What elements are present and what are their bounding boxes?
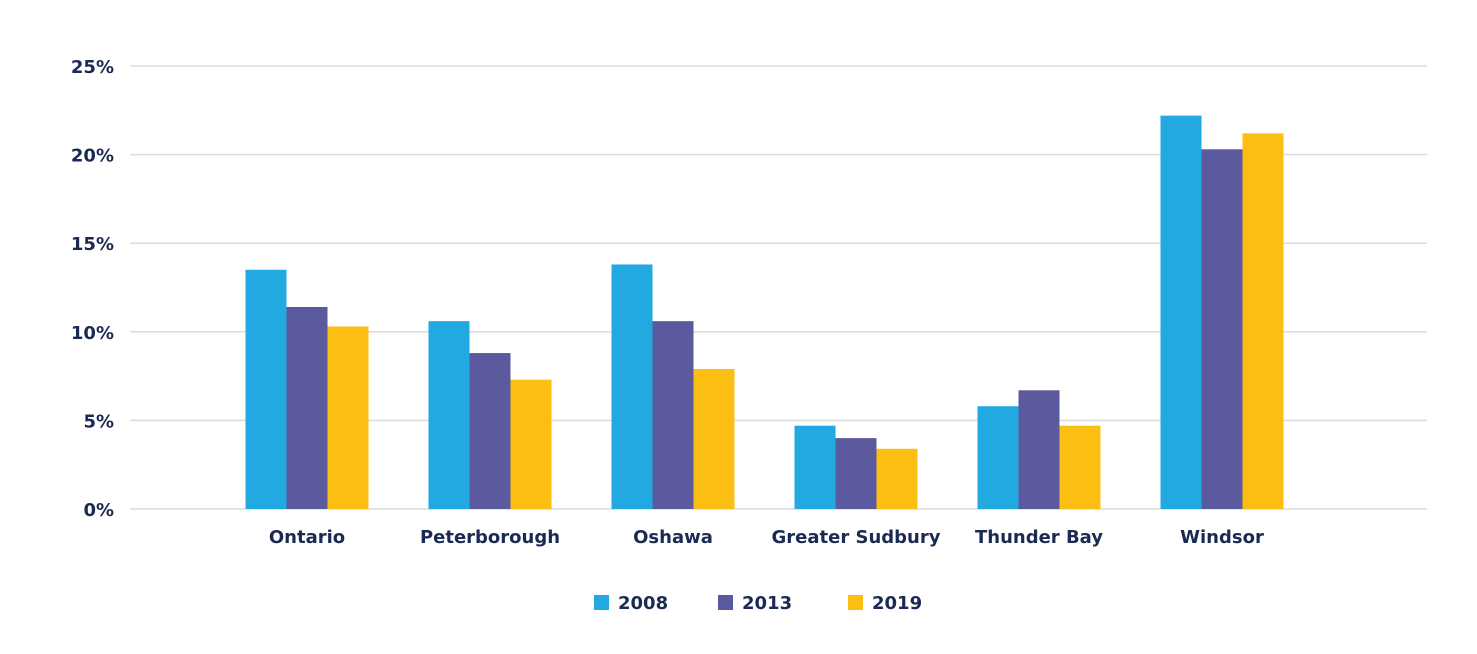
bar-group-ontario [245, 269, 369, 509]
bar-2008 [245, 269, 287, 509]
legend-swatch [848, 595, 863, 610]
bar-group-peterborough [428, 321, 552, 509]
bar-group-windsor [1160, 115, 1284, 509]
bars [245, 115, 1284, 509]
legend-swatch [594, 595, 609, 610]
legend-item-2008: 2008 [594, 593, 668, 614]
bar-2013 [1018, 390, 1060, 509]
legend-swatch [718, 595, 733, 610]
bar-2008 [428, 321, 470, 509]
legend: 2008 2013 2019 [594, 593, 922, 614]
bar-2019 [327, 326, 369, 509]
bar-group-thunder-bay [977, 390, 1101, 509]
bar-2013 [286, 306, 328, 509]
bar-2013 [652, 321, 694, 509]
bar-2013 [835, 438, 877, 509]
legend-label: 2019 [872, 593, 922, 614]
legend-label: 2008 [618, 593, 668, 614]
bar-2008 [611, 264, 653, 509]
legend-item-2019: 2019 [848, 593, 922, 614]
y-tick-label: 0% [83, 500, 114, 521]
bar-group-oshawa [611, 264, 735, 509]
bar-2019 [693, 369, 735, 509]
x-tick-label: Thunder Bay [975, 527, 1103, 548]
legend-item-2013: 2013 [718, 593, 792, 614]
y-tick-label: 10% [71, 323, 114, 344]
bar-2019 [876, 448, 918, 509]
bar-2019 [1059, 425, 1101, 509]
y-tick-label: 5% [83, 411, 114, 432]
y-tick-label: 25% [71, 57, 114, 78]
x-tick-label: Greater Sudbury [772, 527, 941, 548]
bar-2019 [510, 379, 552, 509]
bar-2019 [1242, 133, 1284, 509]
x-tick-label: Peterborough [420, 527, 560, 548]
bar-2008 [977, 406, 1019, 509]
y-axis-ticks: 0% 5% 10% 15% 20% 25% [71, 57, 114, 521]
bar-2008 [794, 425, 836, 509]
bar-2013 [1201, 149, 1243, 509]
legend-label: 2013 [742, 593, 792, 614]
x-tick-label: Windsor [1180, 527, 1264, 548]
bar-group-greater-sudbury [794, 425, 918, 509]
x-tick-label: Oshawa [633, 527, 713, 548]
bar-2008 [1160, 115, 1202, 509]
bar-2013 [469, 353, 511, 509]
x-axis-labels: Ontario Peterborough Oshawa Greater Sudbury… [269, 527, 1264, 548]
y-tick-label: 15% [71, 234, 114, 255]
x-tick-label: Ontario [269, 527, 345, 548]
y-tick-label: 20% [71, 146, 114, 167]
